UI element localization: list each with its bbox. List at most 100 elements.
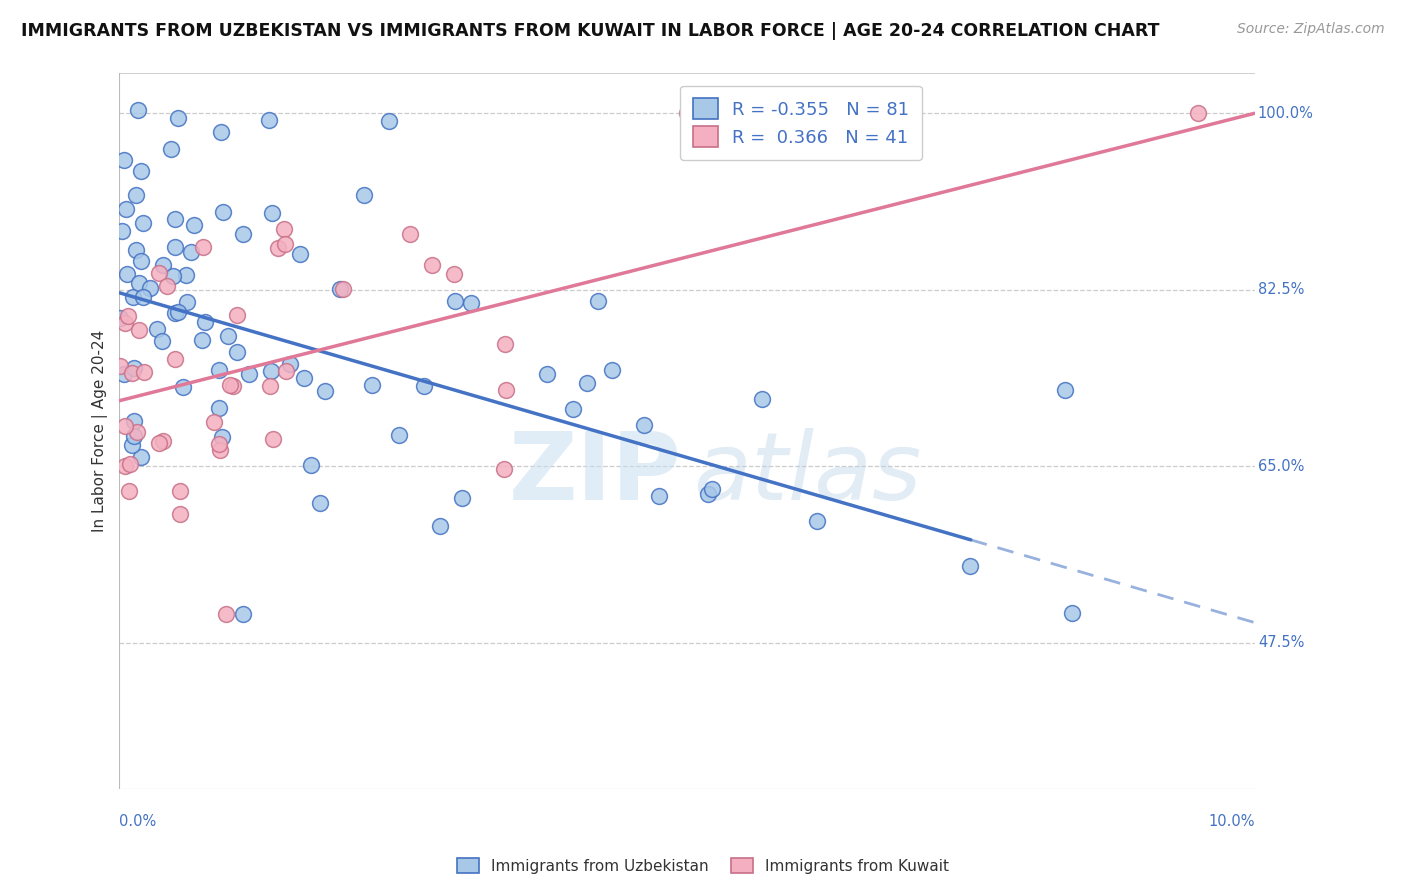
Point [314,384,336,399]
Point [1187,106,1209,120]
Point [1053,383,1076,397]
Point [111,224,134,238]
Text: 10.0%: 10.0% [1208,814,1254,829]
Text: 65.0%: 65.0% [1258,458,1305,474]
Point [122,414,145,428]
Point [167,111,190,125]
Text: 100.0%: 100.0% [1258,106,1313,120]
Text: 0.0%: 0.0% [120,814,156,829]
Point [219,377,242,392]
Point [191,333,214,347]
Point [146,321,169,335]
Point [127,103,149,118]
Point [122,290,145,304]
Point [329,282,352,296]
Point [226,345,249,359]
Point [108,310,131,325]
Point [696,486,718,500]
Point [132,365,155,379]
Point [180,245,202,260]
Point [361,378,384,392]
Text: 47.5%: 47.5% [1258,635,1305,650]
Point [260,363,283,377]
Point [132,216,155,230]
Point [114,458,136,473]
Text: 82.5%: 82.5% [1258,282,1305,297]
Point [259,378,281,392]
Point [124,361,146,376]
Point [217,329,239,343]
Point [202,415,225,429]
Point [121,366,143,380]
Point [125,188,148,202]
Point [129,450,152,464]
Point [209,125,232,139]
Point [160,142,183,156]
Point [165,351,187,366]
Point [378,113,401,128]
Point [174,268,197,282]
Point [700,482,723,496]
Text: Source: ZipAtlas.com: Source: ZipAtlas.com [1237,22,1385,37]
Point [152,434,174,449]
Point [150,334,173,348]
Point [648,489,671,503]
Point [226,309,249,323]
Point [232,227,254,242]
Point [444,293,467,308]
Point [163,211,186,226]
Point [443,267,465,281]
Point [276,364,298,378]
Point [1060,606,1083,620]
Point [309,496,332,510]
Point [129,253,152,268]
Point [451,491,474,505]
Point [115,267,138,281]
Point [399,227,422,242]
Point [108,359,131,373]
Point [215,607,238,621]
Point [208,363,231,377]
Point [273,222,295,236]
Point [299,458,322,472]
Point [288,246,311,260]
Point [163,240,186,254]
Point [586,294,609,309]
Point [412,379,434,393]
Point [751,392,773,406]
Point [292,371,315,385]
Point [208,443,231,458]
Point [114,418,136,433]
Point [238,367,260,381]
Point [128,276,150,290]
Point [561,402,583,417]
Point [167,305,190,319]
Point [429,518,451,533]
Point [332,282,354,296]
Point [267,241,290,255]
Point [118,483,141,498]
Point [112,368,135,382]
Point [278,357,301,371]
Point [633,417,655,432]
Point [139,281,162,295]
Point [148,436,170,450]
Point [211,430,233,444]
Point [118,457,141,471]
Point [208,436,231,450]
Point [114,316,136,330]
Point [259,113,281,128]
Text: ZIP: ZIP [509,428,682,520]
Text: IMMIGRANTS FROM UZBEKISTAN VS IMMIGRANTS FROM KUWAIT IN LABOR FORCE | AGE 20-24 : IMMIGRANTS FROM UZBEKISTAN VS IMMIGRANTS… [21,22,1160,40]
Point [420,258,443,272]
Point [221,379,243,393]
Point [117,309,139,323]
Point [132,290,155,304]
Point [536,367,558,381]
Point [575,376,598,390]
Point [495,383,517,397]
Point [124,429,146,443]
Point [388,428,411,442]
Point [492,462,515,476]
Point [115,202,138,216]
